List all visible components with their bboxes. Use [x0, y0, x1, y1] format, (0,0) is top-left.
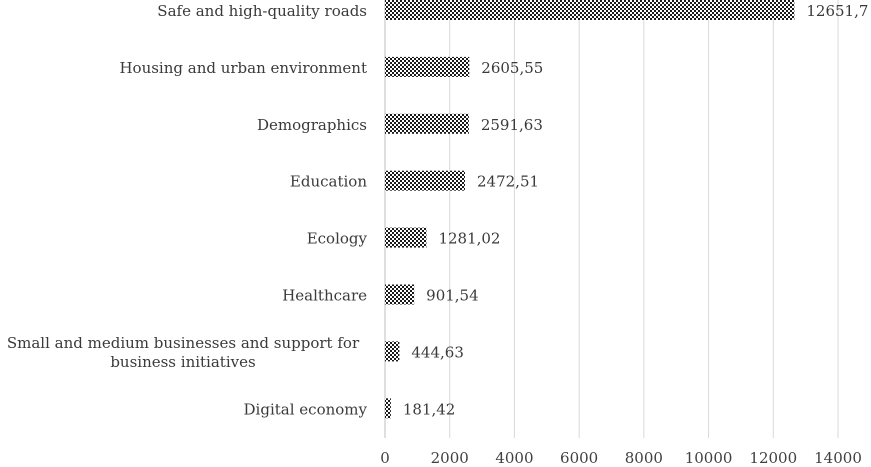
data-label: 2591,63 [481, 116, 543, 134]
x-tick-label: 0 [380, 449, 390, 467]
category-label-line: Demographics [257, 116, 367, 134]
category-label: Housing and urban environment [119, 59, 367, 77]
category-label-line: business initiatives [110, 353, 255, 371]
category-label-line: Healthcare [282, 287, 367, 305]
category-label-line: Digital economy [244, 400, 368, 418]
category-label: Demographics [257, 116, 367, 134]
x-axis-tick-labels: 0 2000 4000 6000 8000 10000 12000 14000 [380, 449, 862, 467]
x-tick-label: 12000 [749, 449, 797, 467]
category-label: Ecology [307, 230, 368, 248]
category-label-line: Ecology [307, 230, 368, 248]
x-tick-label: 4000 [495, 449, 533, 467]
data-label: 12651,7 [806, 2, 868, 20]
bar [385, 227, 427, 248]
data-label: 181,42 [403, 400, 456, 418]
data-label: 2605,55 [481, 59, 543, 77]
category-label: Digital economy [244, 400, 368, 418]
x-tick-label: 8000 [625, 449, 663, 467]
category-label-line: Housing and urban environment [119, 59, 367, 77]
bar [385, 341, 400, 362]
category-label: Healthcare [282, 287, 367, 305]
bars [385, 0, 795, 419]
x-tick-label: 6000 [560, 449, 598, 467]
bar [385, 284, 415, 305]
bar [385, 398, 391, 419]
bar [385, 170, 466, 191]
data-labels: 12651,7 2605,55 2591,63 2472,51 1281,02 901,5… [403, 2, 869, 418]
x-tick-label: 10000 [685, 449, 733, 467]
x-tick-label: 14000 [814, 449, 862, 467]
bar [385, 113, 469, 134]
category-label: Small and medium businesses and support … [7, 334, 360, 371]
data-label: 901,54 [426, 287, 479, 305]
category-label-line: Safe and high-quality roads [157, 2, 367, 20]
bar [385, 0, 795, 20]
category-labels: Safe and high-quality roads Housing and u… [7, 2, 368, 418]
bar [385, 56, 470, 77]
category-label: Safe and high-quality roads [157, 2, 367, 20]
category-label-line: Small and medium businesses and support … [7, 334, 360, 352]
data-label: 1281,02 [438, 230, 500, 248]
data-label: 444,63 [411, 343, 464, 361]
category-label-line: Education [290, 173, 367, 191]
data-label: 2472,51 [477, 173, 539, 191]
x-tick-label: 2000 [431, 449, 469, 467]
category-label: Education [290, 173, 367, 191]
